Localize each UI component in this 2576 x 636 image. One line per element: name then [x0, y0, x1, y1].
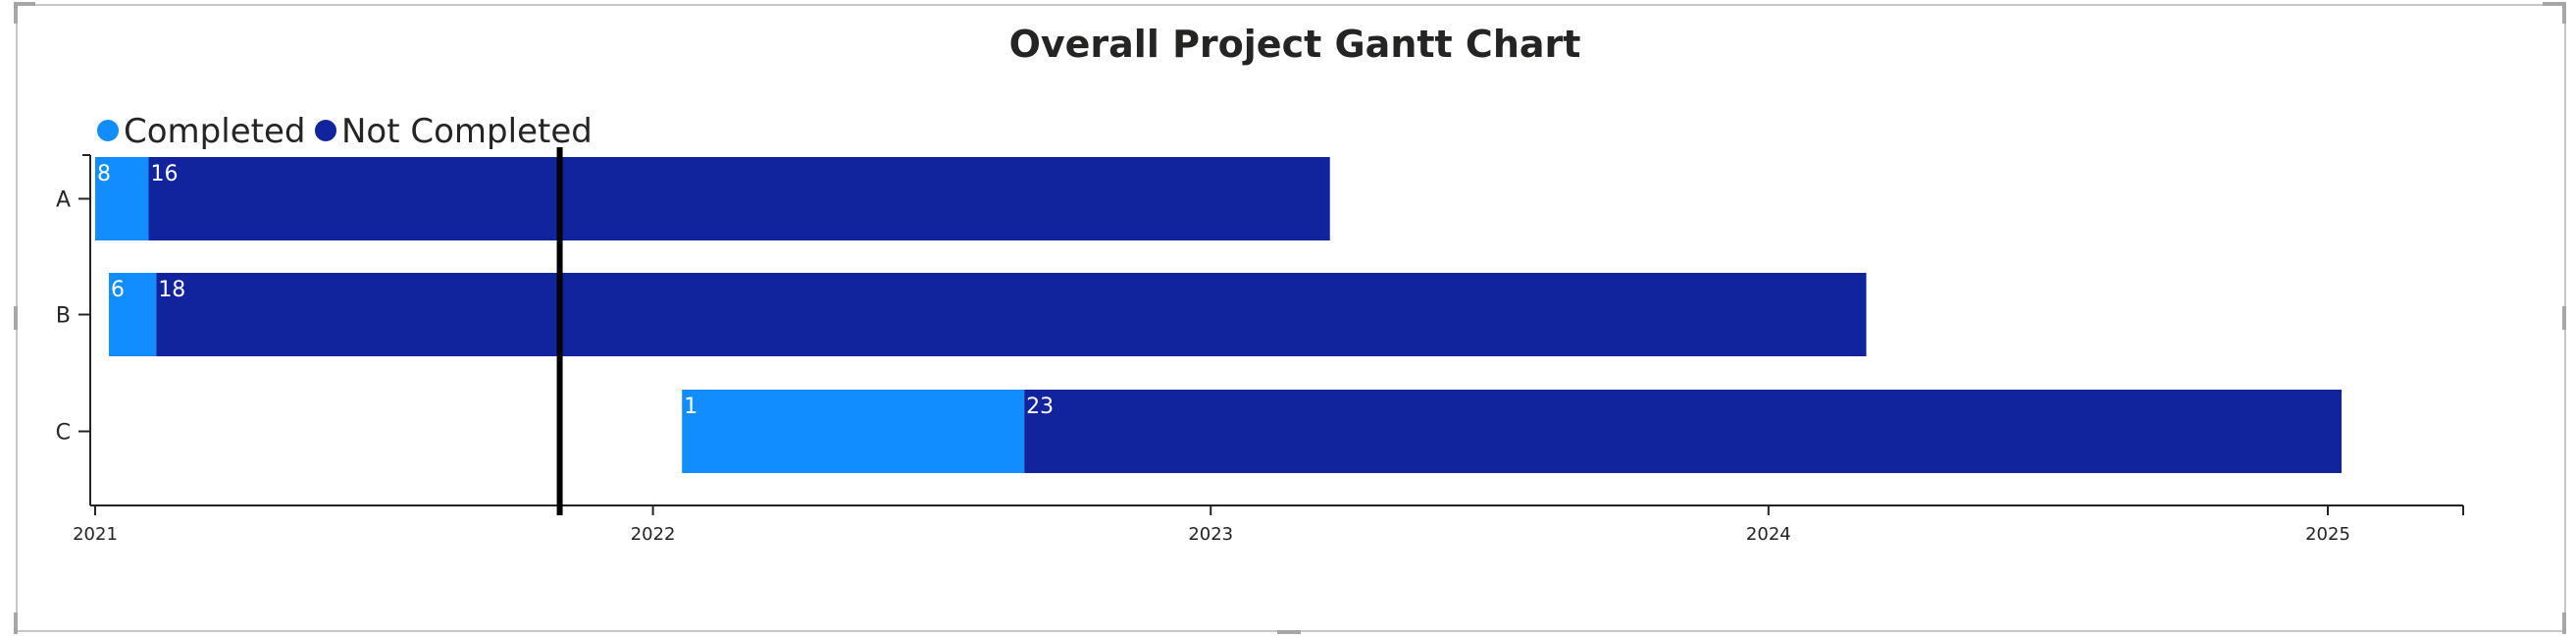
- data-label-not-completed-A: 16: [151, 162, 179, 186]
- resize-handle-bottom-mid[interactable]: [1277, 630, 1301, 634]
- data-label-completed-A: 8: [97, 162, 111, 186]
- resize-handle-left-mid[interactable]: [14, 306, 18, 330]
- legend-marker-completed[interactable]: [97, 120, 119, 141]
- data-label-completed-B: 6: [111, 278, 125, 302]
- bar-completed-C[interactable]: [682, 390, 1025, 473]
- legend: Completed Not Completed: [97, 112, 592, 151]
- chart-title: Overall Project Gantt Chart: [1009, 23, 1581, 66]
- legend-marker-not-completed[interactable]: [315, 120, 336, 141]
- resize-handle-top-left-v[interactable]: [14, 2, 18, 24]
- x-tick-label-2022: 2022: [631, 524, 676, 545]
- data-label-not-completed-C: 23: [1026, 395, 1054, 419]
- resize-handle-top-left[interactable]: [14, 2, 35, 6]
- resize-handle-top-right-v[interactable]: [2562, 2, 2566, 24]
- axes: 2021 2022 2023 2024 2025 A B C: [56, 154, 2464, 545]
- x-tick-label-2024: 2024: [1746, 524, 1791, 545]
- y-tick-label-B: B: [56, 304, 71, 329]
- x-tick-label-2021: 2021: [73, 524, 118, 545]
- bar-not-completed-A[interactable]: [148, 157, 1330, 240]
- resize-handle-right-mid[interactable]: [2562, 306, 2566, 330]
- legend-label-completed[interactable]: Completed: [124, 112, 305, 151]
- x-tick-label-2025: 2025: [2305, 524, 2350, 545]
- legend-label-not-completed[interactable]: Not Completed: [341, 112, 592, 151]
- resize-handle-top-right[interactable]: [2543, 2, 2566, 6]
- bar-not-completed-C[interactable]: [1024, 390, 2343, 473]
- data-label-completed-C: 1: [684, 395, 697, 419]
- data-label-not-completed-B: 18: [158, 278, 185, 302]
- resize-handle-bottom-right[interactable]: [2562, 612, 2566, 634]
- x-tick-label-2023: 2023: [1188, 524, 1233, 545]
- resize-handle-bottom-left[interactable]: [14, 612, 18, 634]
- y-tick-label-A: A: [56, 188, 71, 213]
- bar-completed-A[interactable]: [95, 157, 149, 240]
- bar-completed-B[interactable]: [109, 273, 157, 356]
- y-tick-label-C: C: [56, 421, 71, 446]
- resize-handles[interactable]: [14, 2, 2566, 634]
- bar-not-completed-B[interactable]: [156, 273, 1867, 356]
- bars: 8 16 6 18 1 23: [95, 157, 2343, 473]
